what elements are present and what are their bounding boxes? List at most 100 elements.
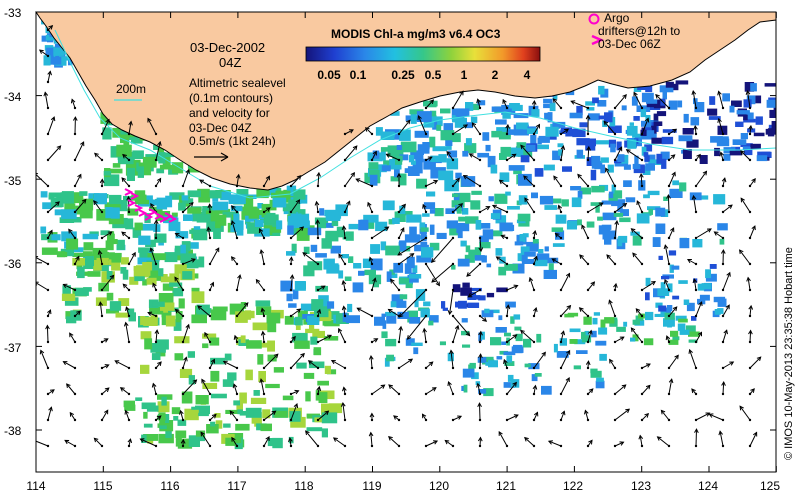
colorbar-tick-0-25: 0.25	[391, 68, 415, 82]
chl-patch	[648, 120, 659, 125]
chl-patch	[608, 139, 616, 148]
velocity-arrow	[307, 360, 320, 370]
velocity-arrow	[154, 361, 162, 370]
chl-patch	[468, 249, 482, 259]
chl-patch	[103, 174, 120, 187]
velocity-arrow	[586, 281, 596, 292]
chl-patch	[234, 437, 243, 450]
chl-patch	[137, 166, 144, 178]
chl-patch	[62, 285, 71, 297]
velocity-arrow	[93, 437, 104, 448]
chl-patch	[173, 416, 179, 421]
axis-ticks	[35, 11, 777, 472]
chl-patch	[525, 144, 536, 152]
chl-patch	[202, 333, 217, 339]
chl-patch	[520, 155, 530, 163]
chl-patch	[543, 164, 555, 171]
chl-patch	[697, 283, 705, 291]
chl-patch	[391, 294, 404, 304]
chl-patch	[258, 342, 271, 348]
velocity-arrow	[451, 314, 471, 337]
chl-patch	[524, 363, 531, 368]
chl-patch	[632, 334, 639, 342]
chl-patch	[292, 220, 310, 228]
y-tick-36: -36	[4, 257, 22, 271]
velocity-arrow	[559, 145, 566, 162]
velocity-arrow	[332, 437, 347, 448]
x-tick-118: 118	[294, 479, 313, 493]
velocity-arrow	[46, 309, 52, 318]
chl-patch	[626, 125, 638, 136]
chl-patch	[723, 153, 731, 161]
chl-patch	[667, 305, 673, 312]
velocity-arrow	[73, 198, 87, 214]
chl-patch	[262, 409, 271, 419]
velocity-arrow	[532, 384, 538, 396]
chl-patch	[586, 221, 595, 228]
chl-patch	[644, 121, 652, 128]
colorbar-tick-0-05: 0.05	[317, 68, 341, 82]
chl-patch	[111, 260, 121, 271]
velocity-arrow	[639, 172, 644, 188]
chl-patch	[143, 423, 153, 428]
chl-patch	[667, 283, 673, 293]
velocity-arrow	[581, 224, 590, 240]
chl-patch	[54, 47, 65, 56]
chl-patch	[362, 258, 375, 268]
chl-patch	[474, 255, 485, 261]
chl-patch	[517, 213, 531, 222]
velocity-arrow	[740, 197, 752, 214]
chl-patch	[596, 140, 609, 145]
chl-patch	[743, 99, 752, 108]
chl-patch	[767, 128, 775, 137]
chl-patch	[236, 402, 243, 413]
chl-patch	[206, 424, 219, 434]
chl-patch	[112, 239, 118, 245]
chl-patch	[96, 251, 109, 262]
chl-patch	[312, 330, 325, 338]
velocity-arrow	[100, 364, 110, 370]
velocity-arrow	[424, 262, 440, 287]
velocity-arrow	[368, 354, 374, 370]
y-axis-labels: -33 -34 -35 -36 -37 -38	[4, 6, 22, 438]
velocity-arrow	[688, 348, 698, 370]
chl-patch	[709, 96, 716, 105]
chl-patch	[552, 121, 566, 128]
chl-patch	[685, 325, 696, 332]
chl-patch	[138, 235, 151, 245]
velocity-arrow	[342, 386, 347, 396]
chl-patch	[717, 223, 728, 231]
chl-patch	[644, 144, 653, 152]
velocity-arrow	[667, 378, 674, 396]
chl-patch	[543, 103, 552, 109]
chl-patch	[531, 374, 538, 382]
chl-patch	[640, 129, 647, 136]
chl-patch	[719, 238, 725, 245]
chl-patch	[632, 163, 641, 170]
chl-patch	[168, 221, 181, 232]
chl-patch	[722, 93, 730, 102]
chl-patch	[59, 217, 75, 223]
chl-patch	[555, 214, 567, 224]
velocity-arrow	[613, 408, 631, 422]
velocity-arrow	[505, 334, 518, 344]
chl-patch	[556, 351, 569, 358]
velocity-arrow	[613, 282, 618, 292]
chl-patch	[678, 280, 688, 284]
chl-patch	[444, 179, 459, 192]
velocity-arrow	[739, 405, 752, 422]
velocity-arrow	[531, 99, 537, 110]
velocity-arrow	[70, 98, 77, 110]
chl-patch	[315, 285, 328, 292]
chl-patch	[404, 234, 421, 243]
velocity-arrow	[73, 173, 82, 188]
sealevel-note-line-3: and velocity for	[189, 106, 270, 120]
velocity-arrow	[154, 415, 162, 422]
velocity-arrow	[93, 200, 104, 214]
chl-patch	[495, 327, 507, 333]
velocity-arrow	[302, 252, 320, 266]
chl-patch	[72, 252, 86, 258]
chl-patch	[165, 426, 172, 438]
velocity-arrow	[547, 440, 563, 448]
velocity-arrow	[260, 330, 266, 344]
